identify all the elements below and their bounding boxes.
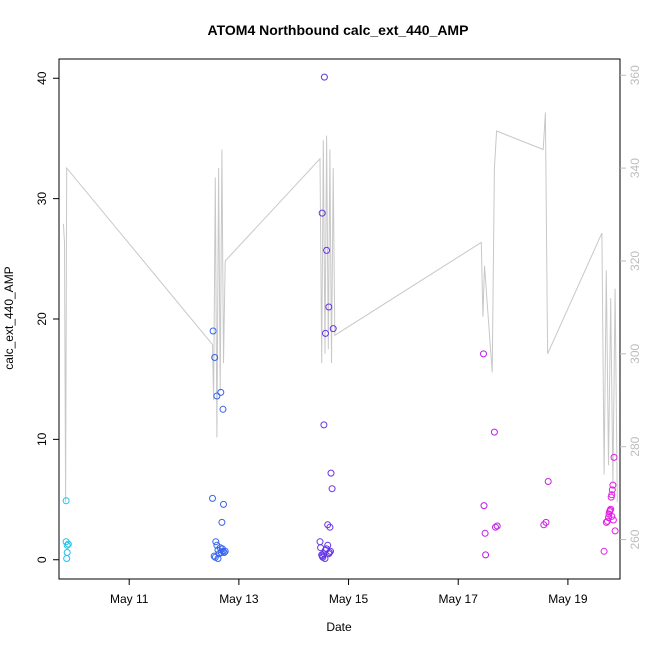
data-point [609, 516, 617, 524]
x-tick-label: May 11 [110, 592, 149, 606]
data-point [220, 500, 227, 508]
data-point [609, 481, 617, 489]
data-point [214, 555, 222, 562]
data-point [329, 325, 337, 333]
data-point [490, 428, 498, 436]
data-point [328, 485, 336, 493]
data-point [221, 547, 229, 555]
data-point [540, 521, 548, 529]
data-point [212, 538, 220, 546]
data-point [611, 527, 619, 535]
data-point [608, 486, 616, 494]
data-point [323, 246, 331, 254]
data-point [63, 555, 71, 562]
data-point [209, 327, 217, 335]
data-point [600, 547, 608, 555]
data-point [324, 541, 332, 549]
y2-axis: 260 280 300 320 340 360 [620, 65, 642, 550]
y-axis: 0 10 20 30 40 [35, 71, 59, 563]
point-series [62, 73, 619, 562]
y2-tick-label: 260 [628, 529, 642, 549]
data-point [320, 421, 328, 429]
data-point [544, 478, 552, 485]
data-point [482, 551, 490, 559]
y-tick-label: 0 [35, 556, 49, 563]
data-point [217, 388, 225, 396]
x-tick-label: May 13 [219, 592, 259, 606]
y-tick-label: 30 [35, 192, 49, 206]
data-point [62, 497, 70, 505]
y2-tick-label: 300 [628, 343, 642, 363]
data-point [219, 405, 227, 413]
x-tick-label: May 19 [548, 592, 588, 606]
y2-tick-label: 320 [628, 251, 642, 271]
y-axis-label: calc_ext_440_AMP [2, 266, 16, 369]
data-point [218, 518, 226, 526]
data-point [327, 469, 335, 477]
y2-tick-label: 340 [628, 158, 642, 178]
data-point [324, 521, 332, 529]
data-point [480, 350, 487, 358]
data-point [481, 529, 489, 537]
x-tick-label: May 17 [439, 592, 479, 606]
x-axis-label: Date [326, 620, 352, 634]
x-axis: May 11 May 13 May 15 May 17 May 19 [110, 579, 588, 606]
data-point [606, 506, 614, 514]
y-tick-label: 20 [35, 312, 49, 326]
data-point [325, 549, 333, 556]
data-point [610, 453, 618, 461]
data-point [493, 522, 501, 530]
y-tick-label: 40 [35, 71, 49, 85]
y2-tick-label: 360 [628, 65, 642, 85]
x-tick-label: May 15 [329, 592, 369, 606]
data-point [322, 329, 329, 337]
data-point [211, 354, 219, 361]
data-point [326, 523, 334, 531]
chart-title: ATOM4 Northbound calc_ext_440_AMP [208, 22, 469, 38]
secondary-line [62, 112, 618, 503]
data-point [327, 547, 334, 555]
data-point [62, 538, 70, 546]
data-point [608, 491, 616, 499]
data-point [492, 523, 499, 531]
data-point [217, 549, 225, 556]
data-point [63, 541, 71, 549]
secondary-line-series [62, 112, 618, 503]
data-point [220, 549, 228, 556]
y-tick-label: 10 [35, 432, 49, 446]
data-point [325, 303, 333, 311]
data-point [219, 547, 227, 555]
data-point [213, 392, 221, 400]
data-point [318, 209, 326, 217]
data-point [480, 502, 488, 510]
data-point [321, 555, 329, 562]
data-point [64, 540, 72, 548]
data-point [320, 73, 328, 81]
y2-tick-label: 280 [628, 436, 642, 456]
data-point [209, 494, 216, 502]
data-point [542, 518, 550, 526]
